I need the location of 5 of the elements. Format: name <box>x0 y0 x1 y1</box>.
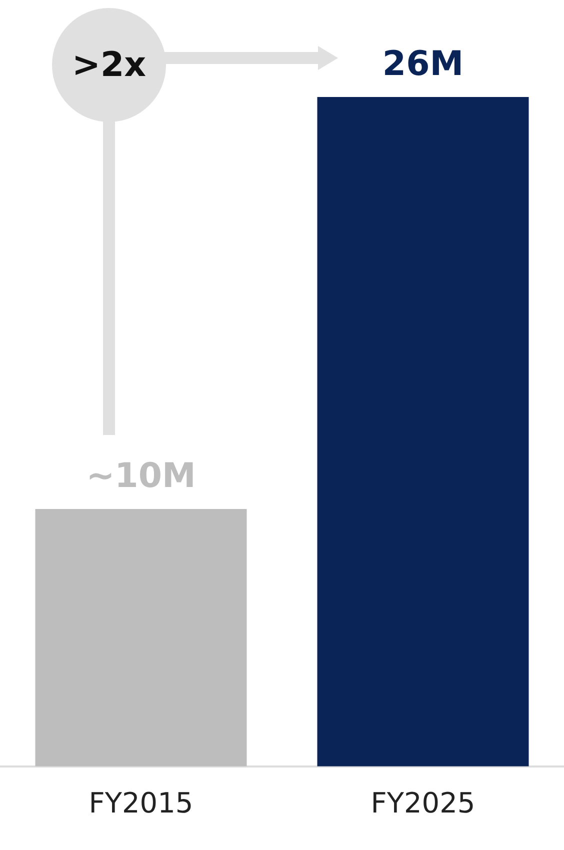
x-tick-label: FY2025 <box>370 786 476 820</box>
data-label: 26M <box>382 44 464 84</box>
text: >2x <box>70 44 148 87</box>
data-label: ~10M <box>86 456 196 496</box>
x-tick-label: FY2015 <box>88 786 194 820</box>
